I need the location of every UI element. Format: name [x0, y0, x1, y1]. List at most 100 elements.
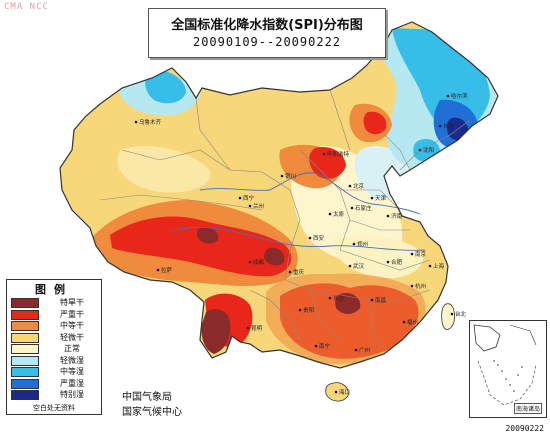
city-dot: [418, 148, 422, 152]
city-dot: [334, 390, 338, 394]
legend-swatch: [11, 355, 39, 366]
city-marker: 福州: [402, 318, 418, 326]
city-marker: 拉萨: [156, 266, 173, 274]
city-dot: [328, 212, 332, 216]
legend: 图例 特旱干 严重干 中等干 轻微干 正常 轻微湿 中等湿 严重湿 特别湿 空白处无资料: [6, 279, 102, 415]
legend-label: 中等湿: [60, 367, 84, 376]
city-dot: [134, 120, 138, 124]
city-dot: [348, 184, 352, 188]
city-dot: [348, 264, 352, 268]
city-dot: [280, 174, 284, 178]
legend-label: 轻微干: [60, 332, 84, 342]
city-dot: [248, 204, 252, 208]
city-dot: [410, 284, 414, 288]
city-label: 广州: [359, 346, 370, 354]
inset-map: [473, 324, 537, 406]
city-marker: 太原: [328, 210, 345, 218]
legend-item: 特旱干: [7, 297, 101, 309]
city-dot: [322, 152, 326, 156]
city-marker: 郑州: [352, 240, 368, 248]
city-label: 哈尔滨: [451, 92, 468, 100]
city-dot: [352, 242, 356, 246]
city-dot: [246, 326, 250, 330]
city-marker: 重庆: [288, 268, 305, 276]
city-label: 北京: [353, 182, 365, 190]
city-marker: 西安: [308, 234, 325, 242]
org-ncc: 国家气候中心: [122, 407, 182, 418]
map-period: 20090109--20090222: [192, 35, 342, 49]
city-marker: 乌鲁木齐: [134, 118, 162, 126]
legend-item: 中等湿: [7, 366, 101, 378]
city-marker: 呼和浩特: [322, 150, 350, 158]
inset-coast-east: [509, 324, 537, 346]
city-label: 乌鲁木齐: [139, 118, 162, 126]
title-box: 全国标准化降水指数(SPI)分布图 20090109--20090222: [148, 8, 386, 58]
city-marker: 银川: [280, 172, 296, 180]
zone-moderate-wet-nw: [145, 69, 186, 104]
legend-swatch: [11, 378, 39, 389]
legend-swatch: [11, 298, 39, 308]
legend-note: 空白处无资料: [33, 404, 75, 412]
taiwan-island: [441, 303, 455, 330]
zone-moderate-dry-southeast: [266, 273, 426, 365]
legend-label: 轻微湿: [60, 355, 84, 365]
city-dot: [288, 270, 292, 274]
legend-item: 轻微干: [7, 332, 101, 344]
legend-item: 中等干: [7, 320, 101, 332]
zone-severe-dry-inner: [363, 111, 387, 135]
china-outline: [59, 21, 499, 369]
zone-extreme-dry-hunan: [335, 292, 361, 314]
zone-extreme-dry-tibet: [196, 227, 219, 244]
city-dot: [370, 298, 374, 302]
org-cma: 中国气象局: [122, 392, 172, 403]
city-label: 重庆: [293, 268, 305, 276]
city-dot: [428, 264, 432, 268]
legend-swatch: [11, 367, 39, 377]
city-label: 福州: [407, 318, 418, 326]
map-title: 全国标准化降水指数(SPI)分布图: [171, 18, 363, 33]
legend-swatch: [11, 390, 39, 400]
city-label: 石家庄: [355, 204, 372, 212]
city-marker: 合肥: [386, 258, 403, 266]
city-label: 西宁: [243, 194, 255, 202]
inset-coast: [473, 324, 501, 352]
inset-islands: [493, 360, 523, 392]
watermark: CMA NCC: [4, 2, 49, 12]
city-label: 天津: [375, 195, 387, 202]
city-marker: 武汉: [348, 262, 365, 270]
city-label: 郑州: [357, 240, 368, 248]
city-marker: 台北: [450, 310, 467, 318]
legend-label: 中等干: [60, 321, 84, 330]
city-marker: 贵阳: [298, 306, 314, 314]
city-label: 上海: [433, 262, 445, 270]
city-marker: 长春: [438, 122, 455, 130]
city-marker: 海口: [334, 388, 350, 396]
city-label: 呼和浩特: [327, 150, 350, 158]
city-label: 济南: [391, 212, 403, 220]
zone-severe-dry-tibet: [110, 216, 292, 277]
city-label: 台北: [455, 310, 467, 318]
city-label: 海口: [339, 388, 350, 396]
legend-item: 严重干: [7, 309, 101, 321]
zone-extreme-dry-yunnan: [201, 309, 231, 354]
inset-label: 南海诸岛: [513, 403, 542, 414]
city-marker: 广州: [354, 346, 370, 354]
city-marker: 长沙: [328, 294, 345, 302]
city-dot: [438, 124, 442, 128]
zone-normal-northwest: [117, 146, 211, 193]
city-label: 南宁: [319, 342, 331, 350]
city-label: 银川: [285, 172, 296, 180]
legend-item: 严重湿: [7, 378, 101, 390]
legend-item: 特别湿: [7, 389, 101, 401]
city-label: 贵阳: [303, 306, 314, 314]
legend-item: 正常: [7, 343, 101, 355]
city-dot: [402, 320, 406, 324]
legend-label: 严重干: [60, 309, 84, 319]
city-marker: 兰州: [248, 202, 264, 210]
city-dot: [386, 260, 390, 264]
city-marker: 沈阳: [418, 146, 434, 154]
city-dot: [314, 344, 318, 348]
legend-label: 特别湿: [60, 390, 84, 399]
city-marker: 西宁: [238, 194, 255, 202]
